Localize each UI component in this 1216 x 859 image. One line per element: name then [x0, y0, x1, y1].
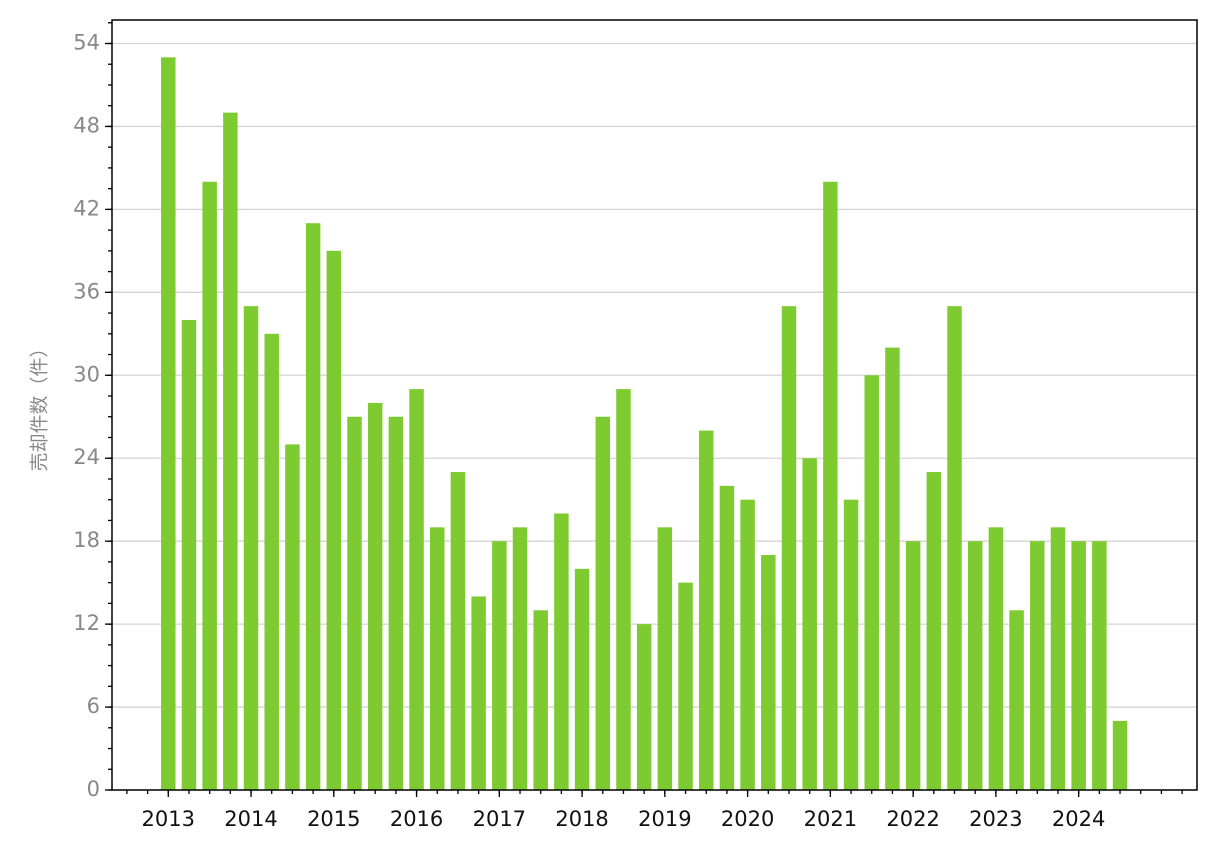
bar	[450, 472, 466, 790]
x-tick-label: 2019	[638, 807, 691, 831]
bar	[967, 541, 983, 790]
x-tick-label: 2018	[555, 807, 608, 831]
bar	[202, 181, 217, 791]
x-tick-label: 2013	[142, 807, 195, 831]
x-tick-label: 2024	[1052, 807, 1105, 831]
bar	[988, 527, 1004, 790]
y-axis-label: 売却件数（件）	[29, 338, 51, 471]
bar	[905, 541, 921, 790]
x-tick-label: 2020	[721, 807, 774, 831]
y-tick-label: 48	[73, 113, 100, 137]
bar	[305, 223, 321, 791]
bar	[533, 610, 548, 790]
bar	[616, 389, 631, 790]
bar	[264, 333, 279, 790]
bar	[802, 458, 817, 790]
bar	[243, 306, 259, 790]
bar	[947, 306, 962, 790]
x-tick-label: 2014	[224, 807, 277, 831]
x-tick-label: 2021	[804, 807, 857, 831]
bar	[1071, 541, 1086, 790]
plot-frame	[111, 19, 1198, 791]
y-tick-label: 0	[87, 777, 100, 801]
bar	[1030, 541, 1045, 790]
bar	[885, 347, 900, 790]
bar	[1050, 527, 1066, 790]
bar	[719, 485, 735, 790]
x-tick-label: 2016	[390, 807, 443, 831]
y-tick-label: 30	[73, 362, 100, 386]
bar	[409, 389, 424, 790]
y-tick-label: 42	[73, 196, 100, 220]
x-tick-label: 2023	[969, 807, 1022, 831]
y-tick-label: 12	[73, 611, 100, 635]
x-tick-label: 2022	[886, 807, 939, 831]
bar	[554, 513, 569, 790]
bar	[843, 499, 859, 790]
bar	[1112, 720, 1128, 790]
bar	[1009, 610, 1024, 790]
bar	[492, 541, 507, 790]
bar	[326, 250, 342, 790]
x-tick-label: 2015	[307, 807, 360, 831]
y-tick-label: 54	[73, 31, 100, 55]
y-tick-label: 36	[73, 279, 100, 303]
y-tick-label: 24	[73, 445, 100, 469]
bar	[595, 416, 611, 790]
bar	[864, 375, 879, 790]
bar	[285, 444, 300, 790]
bar	[1092, 541, 1107, 790]
bar	[388, 416, 404, 790]
bar	[657, 527, 673, 790]
bar	[181, 319, 197, 790]
bar	[430, 527, 445, 790]
y-tick-label: 18	[73, 528, 100, 552]
bar	[781, 306, 797, 790]
bar	[926, 472, 942, 790]
bar	[512, 527, 528, 790]
bar	[636, 624, 652, 790]
bar	[823, 181, 838, 791]
bar	[761, 554, 776, 790]
bar	[740, 499, 755, 790]
bar	[367, 402, 383, 790]
bar	[223, 112, 238, 790]
bar	[347, 416, 362, 790]
bar	[698, 430, 714, 790]
y-tick-label: 6	[87, 694, 100, 718]
x-tick-label: 2017	[473, 807, 526, 831]
bar	[471, 596, 486, 790]
bar	[678, 582, 693, 790]
bar	[161, 57, 176, 791]
bar	[574, 568, 590, 790]
